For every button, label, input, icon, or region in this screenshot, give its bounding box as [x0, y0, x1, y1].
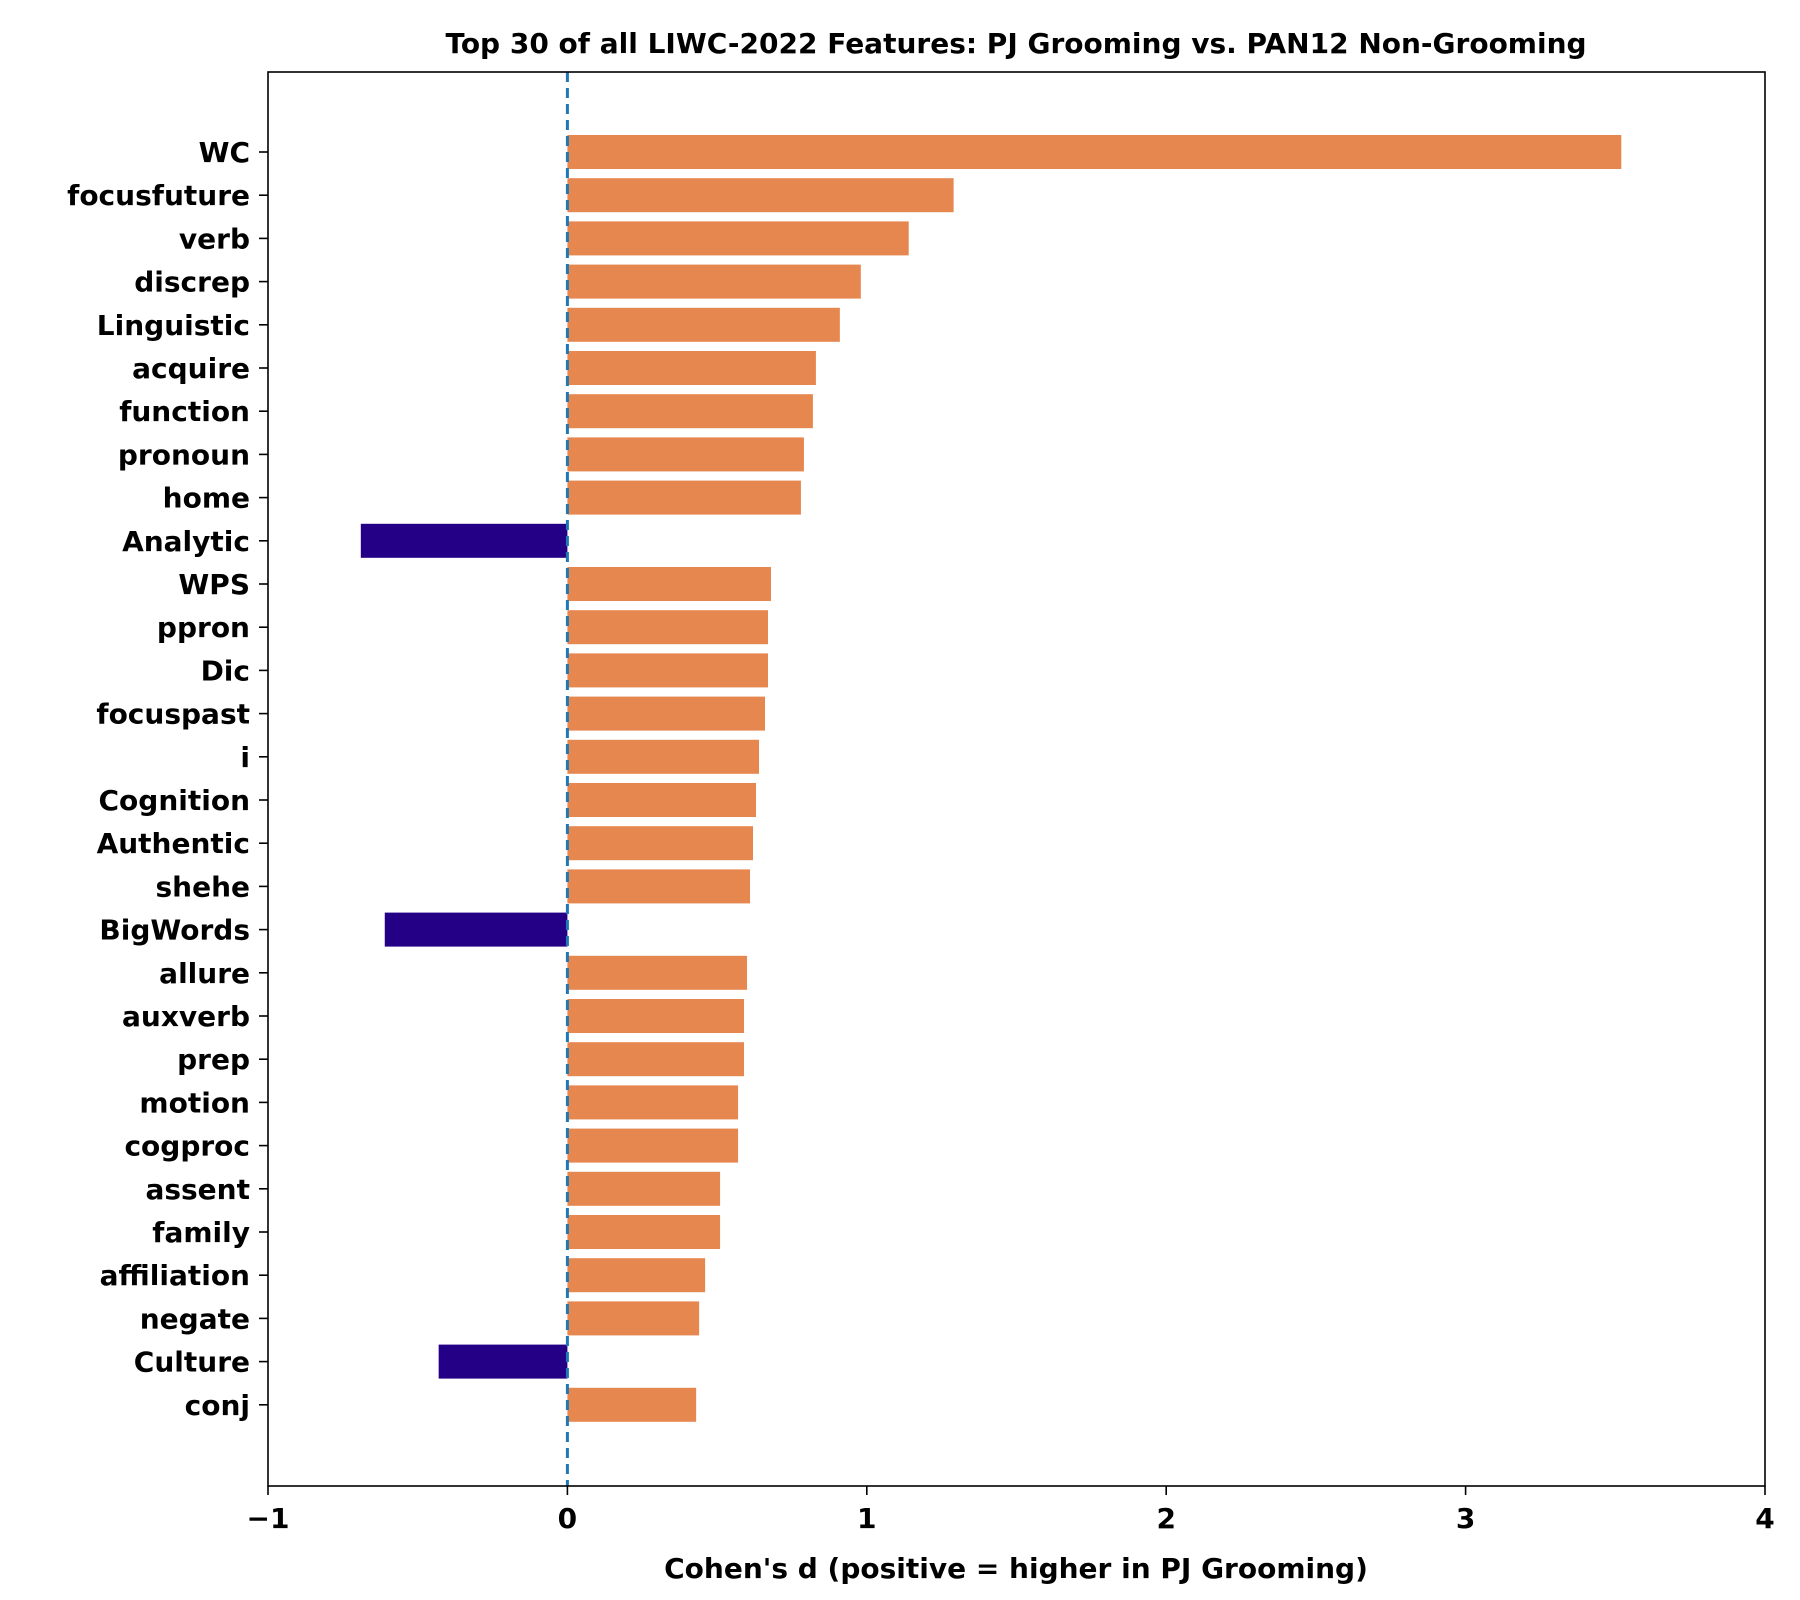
bar-family [567, 1215, 721, 1249]
y-tick-label: auxverb [122, 1000, 250, 1033]
bar-auxverb [567, 999, 745, 1033]
y-tick-label: Analytic [122, 525, 250, 558]
bar-motion [567, 1085, 739, 1120]
bar-home [567, 480, 801, 515]
bar-conj [567, 1387, 697, 1422]
y-tick-label: cogproc [124, 1130, 250, 1163]
bar-acquire [567, 351, 816, 385]
bar-function [567, 394, 813, 429]
y-tick-label: pronoun [118, 438, 250, 471]
y-tick-label: Authentic [97, 827, 250, 860]
bar-allure [567, 955, 748, 990]
bar-WC [567, 135, 1622, 169]
x-tick-label: 2 [1156, 1502, 1175, 1535]
bar-pronoun [567, 437, 804, 472]
y-tick-label: motion [139, 1086, 250, 1119]
y-tick-label: Linguistic [97, 309, 250, 342]
y-tick-label: i [240, 741, 250, 774]
x-tick-label: −1 [247, 1502, 290, 1535]
y-tick-label: verb [179, 222, 250, 255]
bar-Linguistic [567, 307, 840, 342]
bar-i [567, 739, 760, 774]
bar-prep [567, 1042, 745, 1077]
bar-Culture [438, 1344, 568, 1379]
bar-Analytic [360, 523, 568, 558]
y-tick-label: WPS [178, 568, 250, 601]
y-tick-label: shehe [155, 870, 250, 903]
bar-focuspast [567, 696, 766, 731]
x-tick-label: 1 [857, 1502, 876, 1535]
y-tick-label: allure [159, 957, 250, 990]
y-tick-label: acquire [132, 352, 250, 385]
bar-negate [567, 1301, 700, 1336]
bar-cogproc [567, 1128, 739, 1163]
y-tick-label: WC [199, 136, 250, 169]
y-tick-label: BigWords [99, 914, 250, 947]
bar-discrep [567, 264, 861, 299]
bar-affiliation [567, 1258, 706, 1293]
x-tick-label: 3 [1456, 1502, 1475, 1535]
x-tick-label: 0 [558, 1502, 577, 1535]
plot-frame [267, 71, 1766, 1487]
bar-WPS [567, 567, 771, 601]
y-tick-label: ppron [157, 611, 250, 644]
y-tick-labels: WC focusfuture verb discrep Linguistic acquir… [67, 136, 268, 1422]
y-tick-label: affiliation [100, 1259, 250, 1292]
x-tick-labels: −1 0 1 2 3 4 [247, 1486, 1775, 1535]
bar-Dic [567, 653, 768, 688]
y-tick-label: prep [177, 1043, 250, 1076]
y-tick-label: negate [140, 1302, 250, 1335]
y-tick-label: conj [185, 1389, 250, 1422]
y-tick-label: home [163, 482, 250, 515]
bar-ppron [567, 610, 768, 645]
bar-focusfuture [567, 178, 954, 213]
y-tick-label: Culture [134, 1346, 250, 1379]
bars-group [360, 135, 1622, 1422]
y-tick-label: family [152, 1216, 250, 1249]
chart-title: Top 30 of all LIWC-2022 Features: PJ Gro… [445, 27, 1586, 60]
y-tick-label: focuspast [96, 698, 250, 731]
bar-Cognition [567, 783, 757, 817]
x-tick-label: 4 [1755, 1502, 1774, 1535]
x-axis-label: Cohen's d (positive = higher in PJ Groom… [664, 1552, 1368, 1585]
bar-verb [567, 221, 909, 256]
bar-Authentic [567, 826, 754, 861]
y-tick-label: Dic [201, 654, 250, 687]
bar-shehe [567, 869, 751, 904]
y-tick-label: discrep [134, 266, 250, 299]
bar-BigWords [384, 912, 568, 947]
bar-assent [567, 1171, 721, 1206]
y-tick-label: Cognition [98, 784, 250, 817]
y-tick-label: focusfuture [67, 179, 250, 212]
y-tick-label: assent [145, 1173, 250, 1206]
y-tick-label: function [119, 395, 250, 428]
